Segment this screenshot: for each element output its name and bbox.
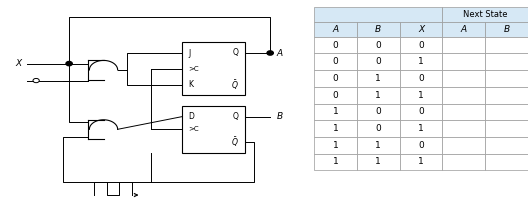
Bar [442,37,485,53]
Bar [400,37,442,53]
Bar [182,106,245,153]
Bar [314,137,357,154]
Bar [314,53,357,70]
Text: B: B [277,112,282,121]
Text: 0: 0 [418,41,424,50]
Bar [400,137,442,154]
Text: $\bar{Q}$: $\bar{Q}$ [231,78,239,92]
Bar [357,103,400,120]
Bar [442,137,485,154]
Text: D: D [188,112,194,121]
Bar [485,87,528,103]
Text: 0: 0 [333,41,338,50]
Bar [485,120,528,137]
Circle shape [267,51,274,55]
Bar [314,103,357,120]
Text: Q: Q [233,112,239,121]
Text: 1: 1 [333,124,338,133]
Bar [400,154,442,170]
Bar [442,22,485,37]
Bar [314,120,357,137]
Bar [400,22,442,37]
Text: >C: >C [188,126,199,132]
Text: 0: 0 [418,107,424,116]
Bar [442,103,485,120]
Text: A: A [277,49,282,57]
Text: 1: 1 [333,158,338,166]
Text: $\bar{Q}$: $\bar{Q}$ [231,135,239,149]
Text: 0: 0 [333,91,338,100]
Bar [314,7,442,22]
Bar [357,37,400,53]
Bar [485,70,528,87]
Text: Q: Q [233,49,239,57]
Text: 1: 1 [375,74,381,83]
Text: 1: 1 [418,124,424,133]
Text: 1: 1 [418,91,424,100]
Text: 0: 0 [375,57,381,66]
Bar [485,103,528,120]
Text: 0: 0 [418,74,424,83]
Bar [485,22,528,37]
Text: 0: 0 [333,57,338,66]
Bar [314,87,357,103]
Bar [357,87,400,103]
Bar [314,37,357,53]
Bar [357,137,400,154]
Text: X: X [16,59,22,68]
Text: 0: 0 [375,124,381,133]
Bar [357,70,400,87]
Text: 0: 0 [375,41,381,50]
Text: X: X [418,25,424,34]
Bar [485,37,528,53]
Text: 0: 0 [375,107,381,116]
Circle shape [66,61,72,66]
Text: >C: >C [188,66,199,72]
Text: 1: 1 [375,158,381,166]
Text: B: B [504,25,510,34]
Text: 0: 0 [418,141,424,150]
Bar [485,154,528,170]
Text: J: J [188,49,191,57]
Bar [442,53,485,70]
Bar [400,53,442,70]
Text: 1: 1 [375,141,381,150]
Text: K: K [188,80,193,89]
Bar [442,87,485,103]
Bar [314,154,357,170]
Bar [314,22,357,37]
Bar [400,103,442,120]
Bar [442,7,528,22]
Bar [357,154,400,170]
Bar [400,120,442,137]
Bar [357,53,400,70]
Bar [485,53,528,70]
Bar [357,22,400,37]
Text: 1: 1 [418,57,424,66]
Bar [442,154,485,170]
Bar [182,42,245,95]
Bar [357,120,400,137]
Bar [442,70,485,87]
Text: 1: 1 [333,107,338,116]
Text: 1: 1 [375,91,381,100]
Bar [400,87,442,103]
Bar [485,137,528,154]
Text: B: B [375,25,381,34]
Text: A: A [461,25,467,34]
Bar [400,70,442,87]
Text: 1: 1 [333,141,338,150]
Bar [442,120,485,137]
Text: A: A [333,25,338,34]
Text: 1: 1 [418,158,424,166]
Text: 0: 0 [333,74,338,83]
Text: Next State: Next State [463,10,507,19]
Bar [314,70,357,87]
